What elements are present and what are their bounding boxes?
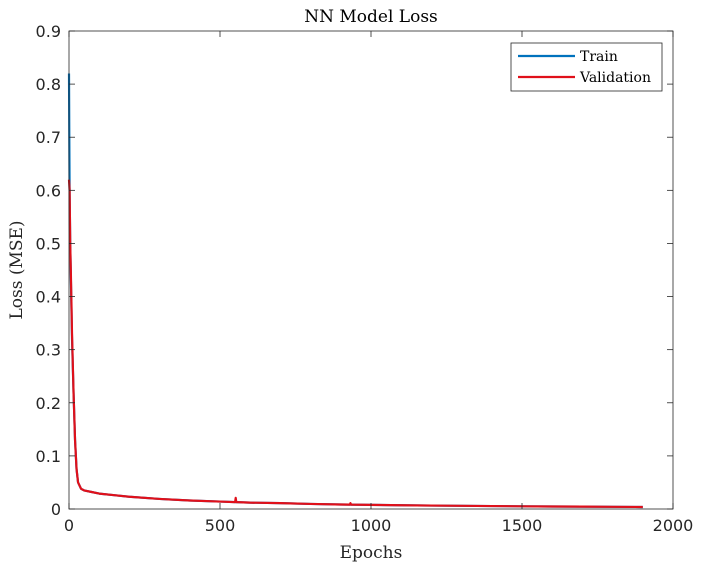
legend: Train Validation bbox=[510, 42, 663, 92]
legend-box bbox=[510, 42, 663, 92]
legend-label-validation: Validation bbox=[579, 70, 651, 86]
x-axis-label: Epochs bbox=[340, 543, 403, 563]
x-tick-label: 0 bbox=[64, 516, 74, 535]
y-tick-label: 0.9 bbox=[36, 22, 61, 41]
y-axis-label: Loss (MSE) bbox=[7, 220, 27, 319]
legend-label-train: Train bbox=[580, 49, 618, 65]
y-tick-label: 0.6 bbox=[36, 181, 61, 200]
x-tick-label: 1000 bbox=[351, 516, 392, 535]
y-tick-label: 0.3 bbox=[36, 341, 61, 360]
x-tick-label: 500 bbox=[205, 516, 236, 535]
x-tick-label: 2000 bbox=[653, 516, 694, 535]
y-tick-label: 0.2 bbox=[36, 394, 61, 413]
y-tick-label: 0.5 bbox=[36, 234, 61, 253]
y-tick-label: 0.1 bbox=[36, 447, 61, 466]
y-tick-label: 0.8 bbox=[36, 75, 61, 94]
series-line-validation bbox=[67, 179, 643, 509]
y-tick-label: 0.4 bbox=[36, 288, 61, 307]
plot-area bbox=[69, 31, 673, 509]
y-tick-label: 0 bbox=[51, 500, 61, 519]
x-tick-label: 1500 bbox=[502, 516, 543, 535]
axes-layer: 0 500 1000 1500 2000 0 0.1 0.2 0.3 0.4 0.5 0.6 0.7 0.… bbox=[36, 22, 694, 535]
y-tick-label: 0.7 bbox=[36, 128, 61, 147]
chart-title: NN Model Loss bbox=[304, 7, 438, 27]
